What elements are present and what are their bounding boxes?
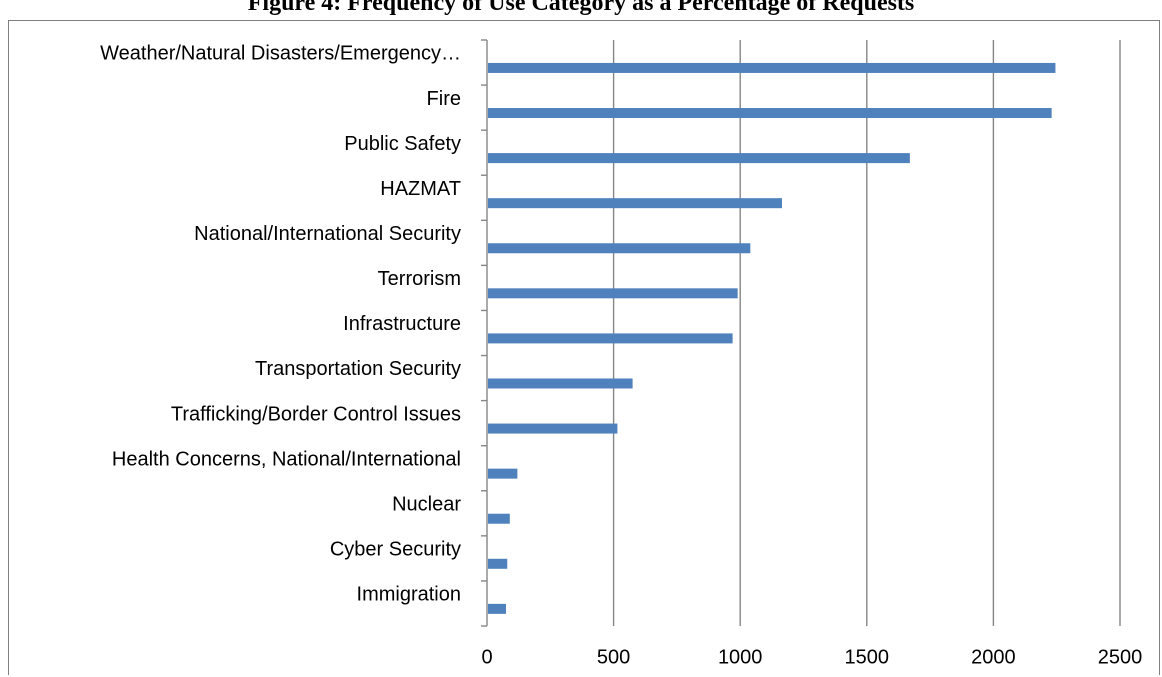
tick-labels: 0 500 1000 1500 2000 2500 bbox=[481, 646, 1142, 668]
x-tick-label: 1000 bbox=[718, 646, 763, 668]
x-tick-label: 500 bbox=[597, 646, 630, 668]
category-label: National/International Security bbox=[194, 223, 461, 245]
bar bbox=[488, 153, 910, 164]
category-label: Infrastructure bbox=[343, 313, 461, 335]
bar bbox=[488, 423, 618, 434]
bar bbox=[488, 198, 782, 209]
bar bbox=[488, 603, 506, 614]
page-title: Figure 4: Frequency of Use Category as a… bbox=[247, 0, 915, 16]
category-label: Public Safety bbox=[344, 133, 461, 155]
category-label: HAZMAT bbox=[380, 178, 461, 200]
bars bbox=[488, 62, 1056, 614]
category-label: Cyber Security bbox=[330, 539, 461, 561]
category-label: Weather/Natural Disasters/Emergency… bbox=[100, 43, 461, 65]
category-label: Fire bbox=[427, 88, 461, 110]
bar bbox=[488, 558, 508, 569]
category-label: Nuclear bbox=[392, 493, 461, 515]
category-label: Health Concerns, National/International bbox=[112, 448, 461, 470]
bar bbox=[488, 62, 1056, 73]
x-tick-label: 2500 bbox=[1098, 646, 1143, 668]
gridlines bbox=[612, 40, 1121, 626]
category-label: Terrorism bbox=[378, 268, 461, 290]
bar bbox=[488, 333, 733, 344]
bar bbox=[488, 468, 518, 479]
x-tick-label: 1500 bbox=[845, 646, 890, 668]
category-label: Trafficking/Border Control Issues bbox=[171, 403, 461, 425]
bar bbox=[488, 513, 510, 524]
x-tick-label: 0 bbox=[481, 646, 492, 668]
bar bbox=[488, 288, 738, 299]
bar bbox=[488, 243, 751, 254]
category-label: Immigration bbox=[357, 584, 461, 606]
x-tick-label: 2000 bbox=[971, 646, 1016, 668]
chart-frame bbox=[8, 20, 1160, 675]
category-label: Transportation Security bbox=[255, 358, 461, 380]
category-labels: Weather/Natural Disasters/Emergency… Fire… bbox=[100, 43, 461, 606]
category-axis bbox=[481, 39, 488, 627]
bar bbox=[488, 378, 633, 389]
bar bbox=[488, 108, 1052, 119]
